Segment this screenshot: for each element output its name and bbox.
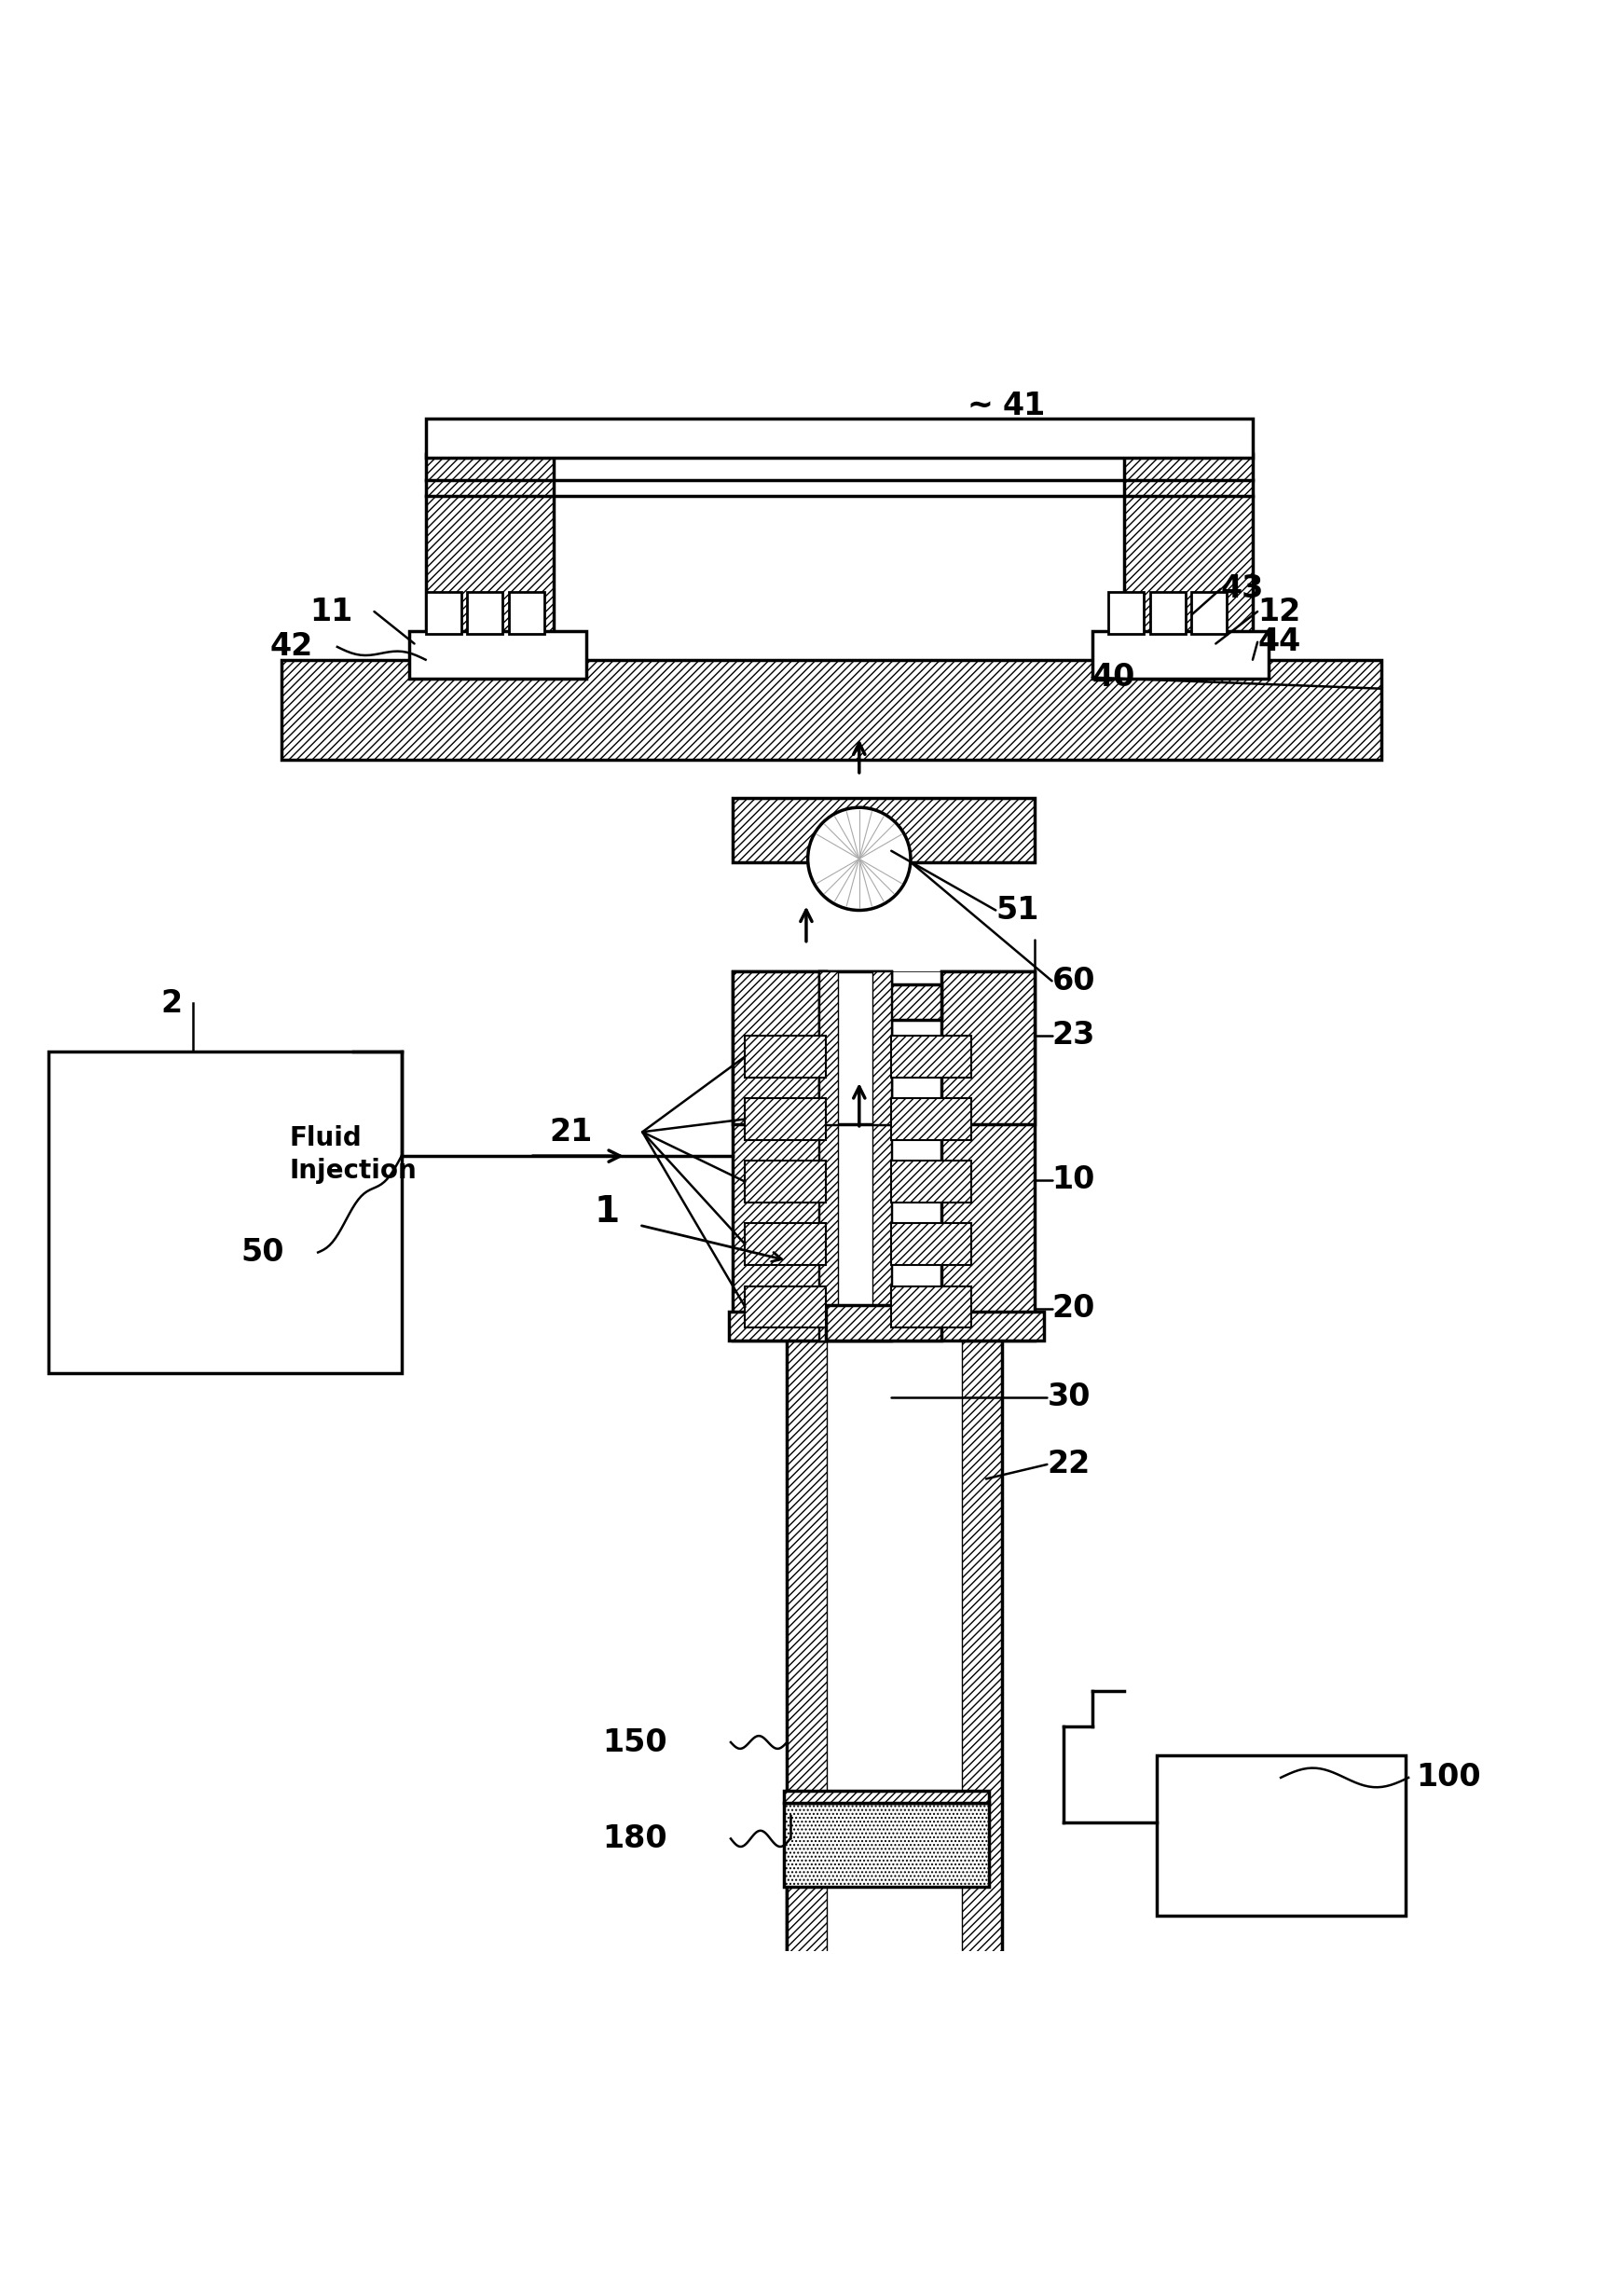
Bar (745, 1286, 825, 1327)
Bar (745, 1162, 825, 1203)
Bar (1124, 455, 1253, 666)
Text: 44: 44 (1257, 627, 1301, 657)
Bar (426, 418, 1253, 457)
Text: 1: 1 (594, 1194, 620, 1231)
Bar (941, 971, 1034, 1341)
Bar (825, 971, 941, 1341)
Bar (48, 1052, 402, 1373)
Bar (827, 1341, 962, 2200)
Bar (819, 971, 838, 1341)
Bar (509, 592, 544, 634)
Bar (819, 971, 891, 1125)
Bar (467, 592, 503, 634)
Bar (923, 1791, 988, 2135)
Bar (281, 659, 1381, 760)
Text: 2: 2 (161, 987, 181, 1019)
Bar (819, 971, 891, 1341)
Text: 30: 30 (1047, 1382, 1090, 1412)
Bar (426, 455, 554, 666)
Bar (891, 1035, 972, 1077)
Text: 60: 60 (1052, 967, 1095, 996)
Bar (729, 1311, 1044, 1341)
Bar (784, 1802, 989, 1887)
Bar (787, 1341, 1002, 2200)
Circle shape (808, 808, 911, 909)
Text: 50: 50 (241, 1238, 284, 1267)
Bar (819, 2135, 891, 2200)
Bar (426, 592, 461, 634)
Bar (745, 1224, 825, 1265)
Text: 12: 12 (1257, 597, 1301, 627)
Bar (787, 1791, 851, 2135)
Text: 21: 21 (549, 1116, 593, 1148)
Bar (825, 1306, 941, 1341)
Bar (1192, 592, 1227, 634)
Text: 43: 43 (1221, 574, 1264, 604)
Bar (891, 1286, 972, 1327)
Bar (732, 971, 825, 1341)
Bar (745, 1097, 825, 1141)
Bar (1150, 592, 1185, 634)
Bar (851, 1791, 923, 2135)
Text: 180: 180 (602, 1823, 666, 1855)
Bar (410, 631, 586, 680)
Bar (1156, 1754, 1405, 1915)
Bar (732, 797, 1034, 861)
Text: 51: 51 (996, 895, 1039, 925)
Text: 10: 10 (1052, 1164, 1095, 1196)
Bar (825, 985, 941, 1019)
Bar (891, 1097, 972, 1141)
Text: Fluid: Fluid (289, 1125, 361, 1150)
Text: ~: ~ (967, 390, 993, 422)
Bar (891, 1224, 972, 1265)
Text: 150: 150 (602, 1727, 666, 1759)
Text: 100: 100 (1416, 1763, 1481, 1793)
Bar (1092, 631, 1269, 680)
Text: 23: 23 (1052, 1019, 1095, 1052)
Bar (732, 971, 825, 1125)
Bar (1108, 592, 1143, 634)
Text: 40: 40 (1092, 661, 1135, 693)
Bar (825, 971, 941, 1125)
Bar (745, 1035, 825, 1077)
Text: 42: 42 (270, 631, 313, 661)
Bar (872, 971, 891, 1341)
Bar (872, 971, 891, 1125)
Text: 22: 22 (1047, 1449, 1090, 1481)
Text: 11: 11 (310, 597, 353, 627)
Bar (941, 971, 1034, 1125)
Bar (891, 1162, 972, 1203)
Text: 41: 41 (1002, 390, 1046, 422)
Text: 20: 20 (1052, 1293, 1095, 1325)
Text: Injection: Injection (289, 1157, 416, 1182)
Bar (784, 1791, 989, 1802)
Bar (819, 971, 838, 1125)
